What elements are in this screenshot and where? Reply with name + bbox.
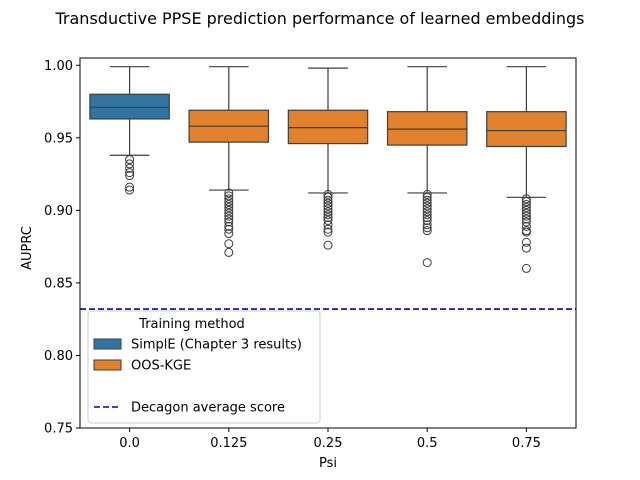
outlier-point	[521, 243, 531, 253]
outlier-point	[323, 216, 333, 226]
outlier-point	[521, 205, 531, 215]
outlier-point	[521, 197, 531, 207]
outlier-point	[422, 223, 432, 233]
outlier-point	[422, 226, 432, 236]
legend-entry-label: OOS-KGE	[131, 359, 191, 374]
x-tick-label: 0.125	[210, 436, 247, 451]
outlier-point	[521, 263, 531, 273]
x-tick-label: 0.75	[512, 436, 541, 451]
outlier-point	[521, 237, 531, 247]
outlier-point	[422, 210, 432, 220]
chart-title: Transductive PPSE prediction performance…	[55, 9, 585, 28]
outlier-point	[323, 201, 333, 211]
outlier-point	[224, 197, 234, 207]
outlier-point	[422, 189, 432, 199]
outlier-point	[224, 194, 234, 204]
legend-swatch	[93, 338, 122, 350]
outlier-point	[125, 155, 135, 165]
box-group-0.25	[287, 67, 369, 250]
outlier-point	[323, 220, 333, 230]
box-group-0.5	[386, 66, 468, 268]
outlier-point	[323, 227, 333, 237]
outlier-point	[323, 210, 333, 220]
plot-frame	[79, 57, 577, 429]
y-axis-title: AUPRC	[20, 226, 35, 270]
outlier-point	[422, 192, 432, 202]
outlier-point	[224, 229, 234, 239]
outlier-point	[125, 168, 135, 178]
outlier-point	[224, 200, 234, 210]
outlier-point	[422, 258, 432, 268]
y-tick-label: 1.00	[44, 59, 73, 74]
y-tick-label: 0.95	[44, 131, 73, 146]
outlier-point	[323, 207, 333, 217]
legend: Training method SimplE (Chapter 3 results…	[87, 310, 321, 424]
outlier-point	[422, 220, 432, 230]
outlier-point	[323, 192, 333, 202]
outlier-point	[521, 211, 531, 221]
outlier-point	[224, 247, 234, 257]
outlier-point	[521, 200, 531, 210]
outlier-point	[323, 224, 333, 234]
box-iqr	[486, 111, 567, 148]
outlier-point	[125, 185, 135, 195]
box-group-0.0	[89, 66, 170, 195]
outlier-point	[224, 217, 234, 227]
outlier-point	[521, 194, 531, 204]
outlier-point	[521, 214, 531, 224]
outlier-point	[422, 195, 432, 205]
box-group-0.125	[188, 66, 270, 257]
outlier-point	[224, 188, 234, 198]
legend-swatch	[93, 359, 122, 371]
outlier-point	[422, 207, 432, 217]
outlier-point	[323, 198, 333, 208]
box-group-0.75	[486, 66, 567, 273]
x-axis-title: Psi	[319, 456, 337, 471]
legend-title: Training method	[138, 317, 245, 332]
outlier-point	[521, 217, 531, 227]
outlier-point	[521, 221, 531, 231]
legend-entry-label: SimplE (Chapter 3 results)	[131, 338, 302, 353]
box-iqr	[89, 93, 170, 120]
outlier-point	[422, 198, 432, 208]
outlier-point	[521, 202, 531, 212]
outlier-point	[224, 202, 234, 212]
outlier-point	[422, 216, 432, 226]
outlier-point	[422, 213, 432, 223]
outlier-point	[323, 213, 333, 223]
outlier-point	[521, 208, 531, 218]
outlier-point	[521, 227, 531, 237]
x-tick-label: 0.25	[314, 436, 343, 451]
legend-frame	[87, 310, 321, 424]
outlier-point	[125, 163, 135, 173]
x-tick-label: 0.0	[119, 436, 140, 451]
outlier-point	[323, 195, 333, 205]
y-tick-label: 0.85	[44, 276, 73, 291]
outlier-point	[323, 204, 333, 214]
outlier-point	[224, 208, 234, 218]
outlier-point	[323, 189, 333, 199]
y-tick-label: 0.90	[44, 204, 73, 219]
outlier-point	[125, 182, 135, 192]
outlier-point	[224, 221, 234, 231]
x-tick-label: 0.5	[417, 436, 438, 451]
outlier-point	[125, 159, 135, 169]
outlier-point	[224, 239, 234, 249]
outlier-point	[125, 171, 135, 181]
outlier-point	[422, 201, 432, 211]
outlier-point	[224, 211, 234, 221]
outlier-point	[224, 224, 234, 234]
box-iqr	[287, 109, 369, 145]
outlier-point	[224, 214, 234, 224]
outlier-point	[422, 204, 432, 214]
outlier-point	[224, 191, 234, 201]
legend-entry-label: Decagon average score	[131, 401, 285, 416]
y-tick-label: 0.75	[44, 422, 73, 437]
outlier-point	[224, 205, 234, 215]
y-tick-label: 0.80	[44, 349, 73, 364]
box-iqr	[386, 111, 468, 146]
outlier-point	[323, 240, 333, 250]
